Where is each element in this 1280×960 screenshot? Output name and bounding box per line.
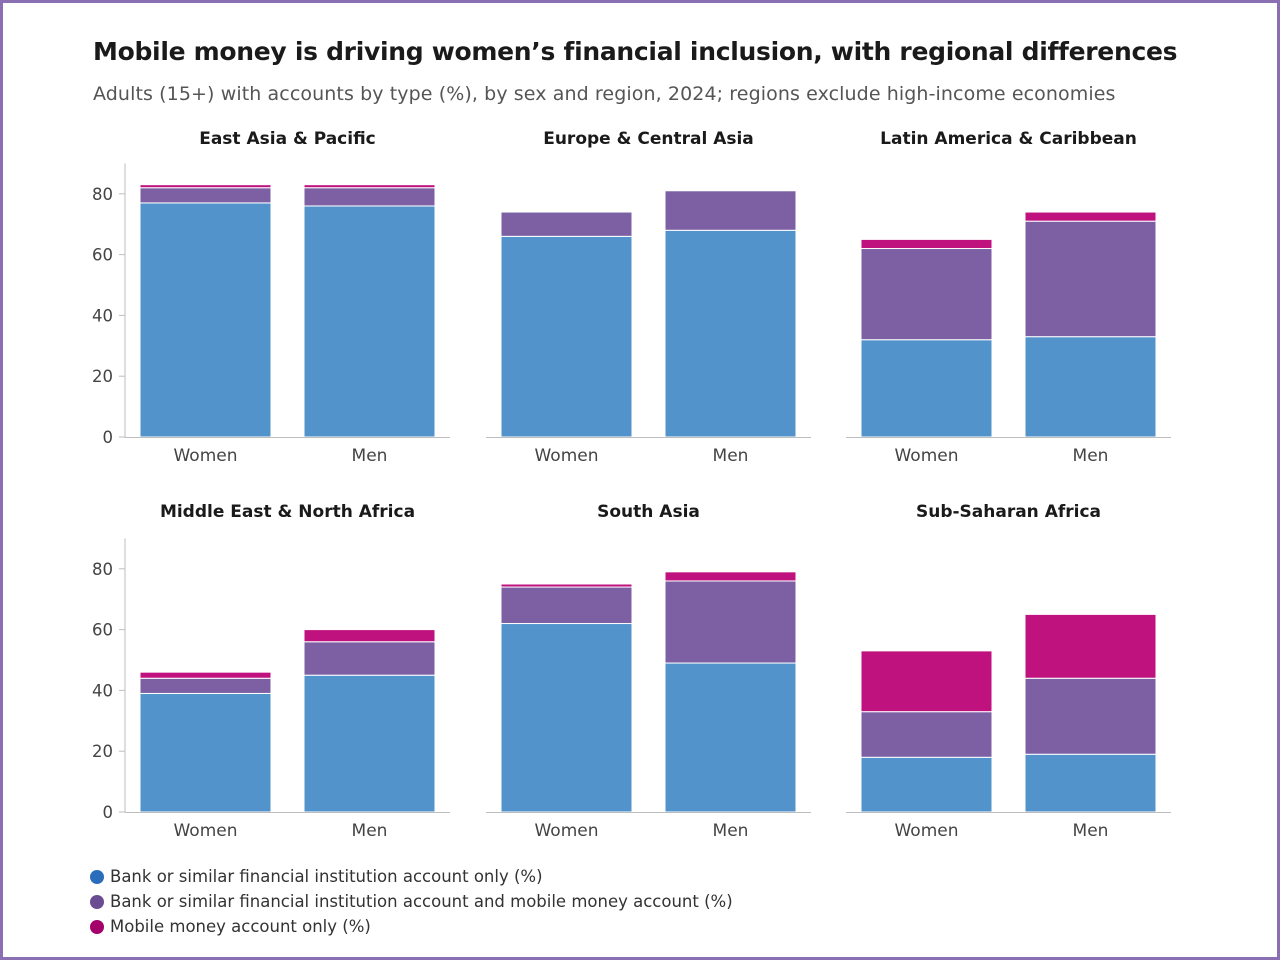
legend-swatch-bank-only	[90, 869, 104, 884]
bar-segment-bank-and-mobile-men	[664, 580, 797, 664]
panel-sub-saharan-africa: Sub-Saharan Africa Women Men	[846, 502, 1171, 841]
x-tick-label-women: Women	[894, 446, 958, 466]
panel-east-asia-and-pacific: East Asia & Pacific 0 20 40 60 80 Women Men	[92, 129, 450, 466]
bar-segment-bank-only-women	[860, 756, 993, 813]
legend-swatch-bank-and-mobile	[90, 894, 104, 909]
bar-segment-bank-and-mobile-men	[664, 190, 797, 231]
bar-segment-bank-and-mobile-women	[860, 248, 993, 341]
x-tick-label-women: Women	[894, 821, 958, 841]
legend-item-mobile-only: Mobile money account only (%)	[90, 914, 733, 939]
panel-latin-america-and-caribbean: Latin America & Caribbean Women Men	[846, 129, 1171, 466]
x-tick-label-men: Men	[352, 446, 388, 466]
bar-segment-bank-and-mobile-men	[1024, 677, 1157, 755]
y-tick-label: 20	[92, 367, 113, 386]
bar-segment-mobile-only-women	[139, 184, 272, 189]
panel-title-middle-east-and-north-africa: Middle East & North Africa	[160, 502, 415, 522]
x-tick-label-women: Women	[173, 446, 237, 466]
bar-segment-bank-only-women	[500, 623, 633, 813]
bar-segment-bank-only-women	[139, 692, 272, 813]
panel-title-latin-america-and-caribbean: Latin America & Caribbean	[880, 129, 1137, 149]
legend-label-bank-and-mobile: Bank or similar financial institution ac…	[110, 892, 733, 911]
bar-segment-mobile-only-men	[303, 184, 436, 189]
panel-middle-east-and-north-africa: Middle East & North Africa 0 20 40 60 80 Women…	[92, 502, 450, 841]
legend-label-bank-only: Bank or similar financial institution ac…	[110, 867, 543, 886]
x-tick-label-women: Women	[534, 446, 598, 466]
y-tick-label: 20	[92, 742, 113, 761]
y-tick-label: 0	[103, 803, 114, 822]
bar-segment-bank-only-men	[664, 662, 797, 813]
x-tick-label-men: Men	[1073, 446, 1109, 466]
y-tick-label: 60	[92, 246, 113, 265]
y-tick-label: 60	[92, 621, 113, 640]
y-tick-label: 40	[92, 681, 113, 700]
x-tick-label-men: Men	[1073, 821, 1109, 841]
bar-segment-mobile-only-women	[500, 583, 633, 588]
y-tick-label: 80	[92, 185, 113, 204]
bar-segment-bank-only-men	[1024, 336, 1157, 438]
legend-label-mobile-only: Mobile money account only (%)	[110, 917, 371, 936]
bar-segment-bank-only-men	[1024, 753, 1157, 813]
panel-title-east-asia-and-pacific: East Asia & Pacific	[199, 129, 376, 149]
x-tick-label-men: Men	[352, 821, 388, 841]
bar-segment-bank-only-women	[860, 339, 993, 438]
bar-segment-bank-and-mobile-men	[303, 187, 436, 207]
bar-segment-bank-and-mobile-women	[500, 586, 633, 625]
panel-title-europe-and-central-asia: Europe & Central Asia	[543, 129, 754, 149]
panel-europe-and-central-asia: Europe & Central Asia Women Men	[486, 129, 811, 466]
bar-segment-bank-and-mobile-women	[500, 211, 633, 237]
bar-segment-mobile-only-men	[303, 629, 436, 643]
bar-segment-bank-and-mobile-women	[860, 711, 993, 758]
x-tick-label-men: Men	[713, 821, 749, 841]
legend: Bank or similar financial institution ac…	[90, 864, 733, 939]
bar-segment-bank-only-men	[303, 674, 436, 813]
bar-segment-mobile-only-women	[139, 671, 272, 679]
bar-segment-mobile-only-men	[1024, 613, 1157, 679]
y-tick-label: 80	[92, 560, 113, 579]
bar-segment-bank-only-women	[500, 235, 633, 438]
bar-segment-mobile-only-women	[860, 650, 993, 713]
x-tick-label-women: Women	[173, 821, 237, 841]
y-tick-label: 0	[103, 428, 114, 447]
panel-title-south-asia: South Asia	[597, 502, 700, 522]
y-tick-label: 40	[92, 306, 113, 325]
legend-item-bank-only: Bank or similar financial institution ac…	[90, 864, 733, 889]
bar-segment-mobile-only-women	[860, 238, 993, 250]
x-tick-label-men: Men	[713, 446, 749, 466]
panel-south-asia: South Asia Women Men	[486, 502, 811, 841]
bar-segment-bank-only-women	[139, 202, 272, 438]
x-tick-label-women: Women	[534, 821, 598, 841]
bar-segment-mobile-only-men	[664, 571, 797, 582]
bar-segment-bank-and-mobile-men	[1024, 220, 1157, 338]
panel-title-sub-saharan-africa: Sub-Saharan Africa	[916, 502, 1101, 522]
chart-subtitle: Adults (15+) with accounts by type (%), …	[93, 83, 1116, 105]
chart-title: Mobile money is driving women’s financia…	[93, 37, 1178, 66]
bar-segment-mobile-only-men	[1024, 211, 1157, 222]
bar-segment-bank-only-men	[664, 229, 797, 438]
legend-swatch-mobile-only	[90, 919, 104, 934]
bar-segment-bank-and-mobile-women	[139, 187, 272, 204]
bar-segment-bank-only-men	[303, 205, 436, 438]
legend-item-bank-and-mobile: Bank or similar financial institution ac…	[90, 889, 733, 914]
bar-segment-bank-and-mobile-women	[139, 677, 272, 694]
bar-segment-bank-and-mobile-men	[303, 641, 436, 676]
